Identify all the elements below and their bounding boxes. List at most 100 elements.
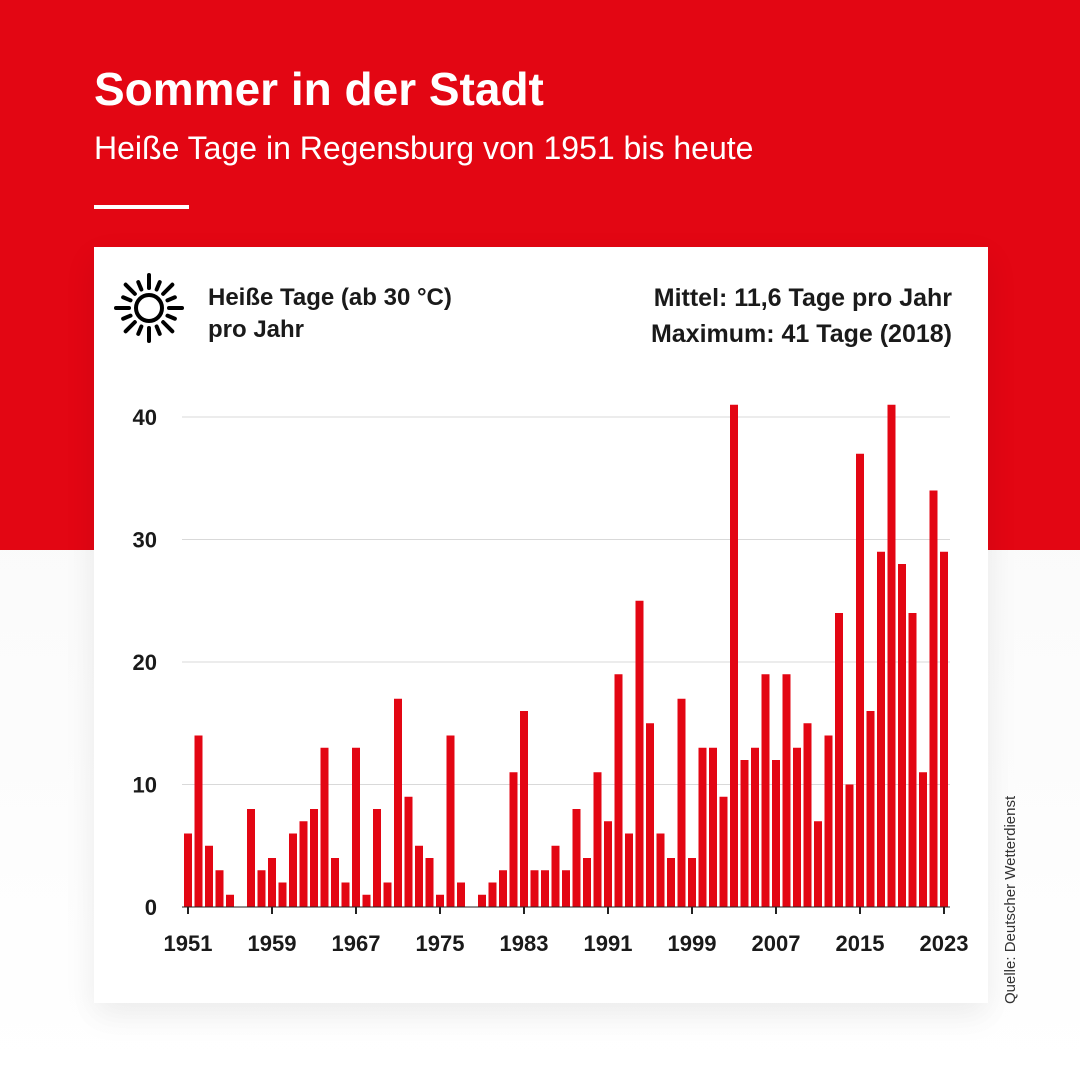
bar	[761, 674, 770, 907]
sun-ray	[123, 320, 137, 334]
bar	[541, 870, 549, 907]
bar	[740, 760, 749, 907]
sun-ray	[161, 320, 175, 334]
source-credit: Quelle: Deutscher Wetterdienst	[1002, 795, 1019, 1004]
bar	[331, 858, 339, 907]
bar	[887, 404, 896, 907]
bar	[814, 821, 822, 907]
bar	[383, 882, 392, 907]
bar	[677, 698, 686, 907]
bar	[352, 747, 360, 907]
bar	[656, 833, 665, 907]
bar	[845, 784, 854, 907]
bar	[457, 882, 465, 907]
metric-label-line2: pro Jahr	[208, 316, 305, 343]
bar	[572, 809, 581, 907]
bar	[646, 723, 654, 907]
bar	[940, 551, 948, 907]
bar	[698, 747, 707, 907]
bar	[425, 858, 434, 907]
bar	[793, 747, 801, 907]
bar	[320, 747, 329, 907]
bar	[530, 870, 539, 907]
bar	[772, 760, 780, 907]
bar	[415, 845, 423, 907]
bar	[908, 613, 917, 907]
x-tick-label: 1999	[668, 931, 717, 956]
bar	[667, 858, 675, 907]
bar	[803, 723, 812, 907]
y-tick-label: 0	[145, 895, 157, 920]
bar	[373, 809, 381, 907]
title-divider	[94, 205, 189, 209]
bar	[226, 894, 234, 907]
sun-ray	[136, 280, 144, 292]
bar	[194, 735, 203, 907]
bar	[478, 894, 486, 907]
bar	[362, 894, 371, 907]
bar	[877, 551, 885, 907]
bar	[824, 735, 833, 907]
sun-icon	[114, 273, 184, 343]
bar	[215, 870, 224, 907]
bar	[184, 833, 192, 907]
y-tick-label: 30	[133, 528, 157, 553]
bar	[919, 772, 927, 907]
y-tick-label: 40	[133, 405, 157, 430]
y-tick-label: 10	[133, 773, 157, 798]
bar	[341, 882, 350, 907]
sun-ray	[123, 282, 137, 296]
bar	[929, 490, 938, 907]
x-tick-label: 1991	[584, 931, 633, 956]
bar	[520, 711, 528, 907]
bar	[247, 809, 255, 907]
bar	[593, 772, 602, 907]
bar	[278, 882, 287, 907]
bar	[730, 404, 738, 907]
bar	[551, 845, 560, 907]
sun-ray	[161, 282, 175, 296]
page-title: Sommer in der Stadt	[94, 63, 544, 115]
bar	[635, 600, 644, 907]
x-tick-label: 1975	[416, 931, 465, 956]
bar	[299, 821, 308, 907]
x-tick-label: 1983	[500, 931, 549, 956]
bar	[614, 674, 623, 907]
y-tick-label: 20	[133, 650, 157, 675]
x-tick-label: 1967	[332, 931, 381, 956]
sun-ray	[136, 324, 144, 336]
sun-ray	[154, 324, 162, 336]
bar	[394, 698, 402, 907]
bar	[782, 674, 791, 907]
bar	[310, 809, 318, 907]
bar	[268, 858, 276, 907]
bar	[898, 564, 906, 907]
bar	[604, 821, 612, 907]
bar	[719, 796, 728, 907]
bar	[404, 796, 413, 907]
bar	[446, 735, 455, 907]
bar	[509, 772, 518, 907]
bar	[499, 870, 507, 907]
bar	[866, 711, 875, 907]
bar	[709, 747, 717, 907]
bar	[583, 858, 591, 907]
bar	[257, 870, 266, 907]
sun-ray	[165, 313, 177, 321]
bar	[688, 858, 696, 907]
metric-label-line1: Heiße Tage (ab 30 °C)	[208, 284, 452, 311]
x-tick-label: 2015	[836, 931, 885, 956]
mean-stat: Mittel: 11,6 Tage pro Jahr	[653, 284, 952, 312]
sun-ray	[121, 295, 133, 303]
bar	[751, 747, 759, 907]
page-subtitle: Heiße Tage in Regensburg von 1951 bis he…	[94, 130, 754, 166]
sun-ray	[121, 313, 133, 321]
bar	[835, 613, 843, 907]
bar	[289, 833, 297, 907]
x-tick-label: 1951	[164, 931, 213, 956]
sun-ray	[165, 295, 177, 303]
bar	[205, 845, 213, 907]
x-tick-label: 1959	[248, 931, 297, 956]
bar	[562, 870, 570, 907]
